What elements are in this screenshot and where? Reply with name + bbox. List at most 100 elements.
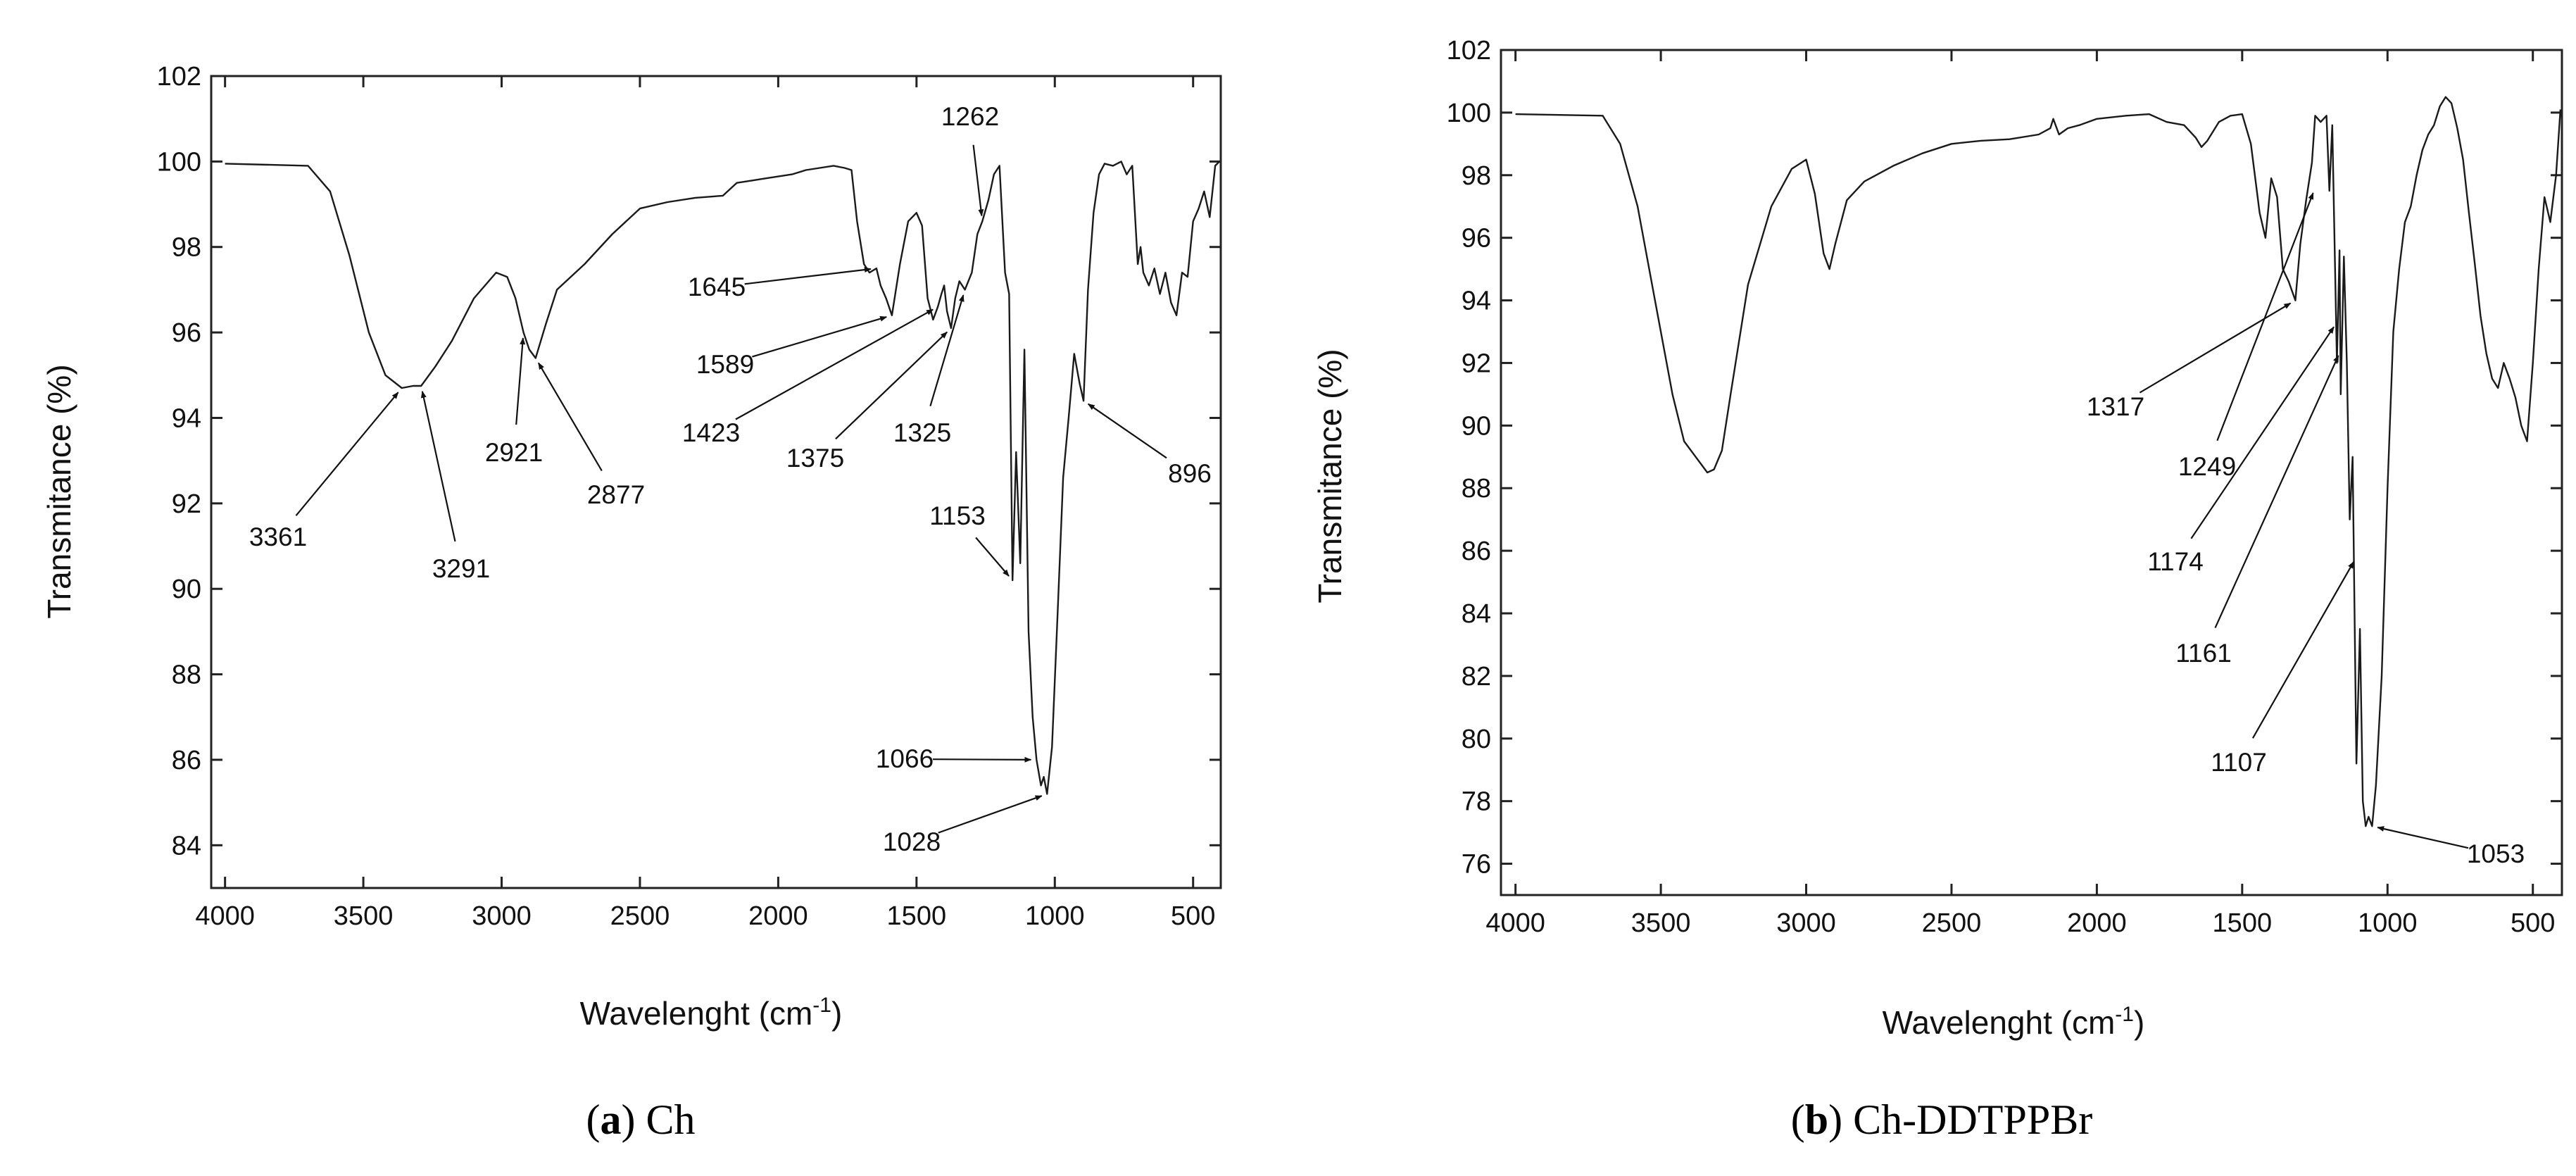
x-tick-label: 3000: [472, 901, 532, 931]
y-tick-label: 80: [1462, 725, 1491, 754]
peak-arrow-1028: [938, 795, 1043, 834]
caption-b: (b) Ch-DDTPPBr: [1791, 1096, 2092, 1143]
x-tick-label: 1000: [2358, 908, 2418, 938]
y-tick-label: 82: [1462, 662, 1491, 692]
peak-arrow-1325: [929, 294, 965, 407]
y-tick-label: 102: [1447, 36, 1491, 65]
peak-label-1249: 1249: [2178, 452, 2236, 481]
y-tick-label: 94: [172, 404, 201, 433]
peak-arrow-1317: [2139, 302, 2292, 394]
x-axis-title-suffix: ): [2134, 1004, 2144, 1041]
plot-frame: [1500, 49, 2563, 896]
peak-arrow-1645: [744, 267, 872, 285]
y-tick-label: 90: [1462, 411, 1491, 441]
y-tick-label: 78: [1462, 787, 1491, 817]
caption-a-letter: a: [600, 1096, 621, 1143]
peak-arrow-3361: [295, 392, 399, 516]
y-tick-label: 94: [1462, 287, 1491, 316]
peak-arrow-1589: [752, 315, 888, 358]
peak-label-896: 896: [1168, 459, 1212, 488]
y-tick-label: 98: [172, 233, 201, 263]
caption-a: (a) Ch: [586, 1096, 696, 1143]
peak-label-1589: 1589: [696, 350, 754, 379]
y-tick-label: 86: [1462, 537, 1491, 566]
peak-label-1053: 1053: [2467, 839, 2525, 868]
peak-arrow-1053: [2377, 826, 2469, 849]
peak-arrow-1375: [835, 331, 948, 440]
y-tick-label: 96: [172, 318, 201, 348]
peak-arrow-896: [1087, 403, 1167, 459]
peak-label-1645: 1645: [688, 273, 746, 301]
peak-label-1375: 1375: [786, 444, 844, 473]
peak-label-1174: 1174: [2147, 547, 2204, 576]
peak-label-2921: 2921: [485, 438, 543, 467]
plot-frame: [210, 75, 1222, 889]
y-tick-label: 84: [1462, 599, 1491, 629]
chart-panel-b: 4000 3500 3000 2500 2000 1500 1000 500 76 78 80 82 8…: [1312, 36, 2563, 1041]
peak-label-1028: 1028: [883, 827, 941, 856]
x-axis-title: Wavelenght (cm-1): [580, 994, 843, 1032]
peak-label-1107: 1107: [2211, 748, 2267, 777]
peak-label-1262: 1262: [941, 102, 999, 131]
x-tick-label: 4000: [195, 901, 255, 931]
x-tick-label: 4000: [1485, 908, 1545, 938]
peak-arrow-1174: [2190, 326, 2335, 539]
y-axis-title: Transmitance (%): [1312, 349, 1348, 603]
x-tick-label: 2000: [2067, 908, 2127, 938]
peak-arrow-2921: [515, 337, 526, 425]
x-axis-title-superscript: -1: [812, 994, 831, 1017]
peak-label-2877: 2877: [587, 480, 645, 509]
caption-a-name: Ch: [646, 1096, 695, 1143]
chart-panel-a: 4000 3500 3000 2500 2000 1500 1000 500 84 86 88 90 9…: [41, 62, 1222, 1032]
peak-label-1161: 1161: [2175, 639, 2232, 668]
x-axis-title-suffix: ): [831, 995, 842, 1032]
x-tick-label: 2500: [1922, 908, 1982, 938]
y-tick-label: 86: [172, 746, 201, 775]
y-tick-label: 76: [1462, 850, 1491, 880]
peak-arrow-1153: [975, 537, 1010, 577]
x-axis-title-superscript: -1: [2115, 1003, 2134, 1026]
y-tick-label: 100: [1447, 99, 1491, 128]
x-tick-label: 500: [2511, 908, 2555, 938]
peak-arrow-1249: [2216, 192, 2314, 442]
x-axis-title-main: Wavelenght (cm: [1883, 1004, 2116, 1041]
peak-arrow-1262: [972, 144, 984, 217]
x-tick-label: 1500: [887, 901, 947, 931]
y-tick-label: 102: [157, 62, 201, 92]
x-axis-title: Wavelenght (cm-1): [1883, 1003, 2145, 1041]
y-tick-label: 98: [1462, 161, 1491, 191]
x-tick-label: 500: [1171, 901, 1215, 931]
y-tick-label: 100: [157, 147, 201, 177]
x-tick-label: 2000: [748, 901, 808, 931]
y-tick-label: 84: [172, 831, 201, 861]
x-tick-label: 3500: [1631, 908, 1691, 938]
peak-arrow-2877: [537, 362, 603, 472]
y-tick-label: 92: [1462, 349, 1491, 378]
y-tick-label: 90: [172, 575, 201, 604]
x-tick-label: 1000: [1025, 901, 1085, 931]
y-axis-title: Transmitance (%): [41, 364, 77, 618]
caption-b-letter: b: [1805, 1096, 1828, 1143]
peak-arrow-3291: [420, 390, 456, 542]
peak-label-1317: 1317: [2087, 392, 2144, 421]
peak-label-1153: 1153: [929, 501, 986, 530]
x-tick-label: 3500: [334, 901, 394, 931]
peak-label-1325: 1325: [893, 418, 951, 447]
peak-arrow-1066: [932, 756, 1032, 763]
series-line-ch: [225, 161, 1220, 795]
peak-label-1066: 1066: [876, 744, 934, 773]
x-axis-title-main: Wavelenght (cm: [580, 995, 813, 1032]
caption-b-name: Ch-DDTPPBr: [1853, 1096, 2092, 1143]
y-tick-label: 88: [172, 661, 201, 690]
peak-arrow-1107: [2251, 561, 2355, 739]
y-tick-label: 92: [172, 489, 201, 519]
x-tick-label: 2500: [610, 901, 670, 931]
peak-label-1423: 1423: [682, 418, 740, 447]
peak-label-3291: 3291: [432, 554, 490, 583]
x-tick-label: 3000: [1776, 908, 1836, 938]
y-tick-label: 96: [1462, 224, 1491, 254]
peak-arrow-1161: [2214, 355, 2339, 629]
peak-arrow-1423: [735, 308, 934, 420]
peak-label-3361: 3361: [249, 523, 307, 551]
